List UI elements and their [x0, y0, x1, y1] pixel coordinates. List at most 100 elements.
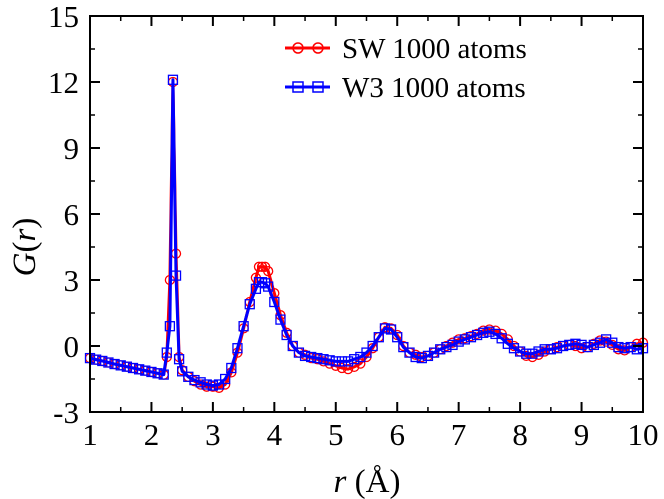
data-point-w3	[514, 346, 526, 357]
data-point-w3	[588, 339, 599, 351]
data-point-w3	[564, 339, 575, 351]
data-point-w3	[619, 343, 630, 354]
data-point-w3	[90, 354, 102, 365]
data-point-w3	[600, 334, 612, 345]
data-point-w3	[422, 350, 434, 362]
data-point-w3	[459, 334, 470, 345]
data-point-w3	[484, 326, 495, 337]
data-point-sw	[342, 363, 354, 375]
legend-entry-w3: W3 1000 atoms	[285, 72, 526, 104]
y-tick-label: 12	[48, 65, 79, 100]
data-point-sw	[349, 361, 360, 373]
y-axis-title-close: )	[7, 218, 43, 229]
data-point-w3	[170, 270, 182, 281]
data-point-w3	[410, 351, 421, 363]
data-point-w3	[238, 321, 249, 332]
data-point-w3	[207, 380, 219, 391]
data-point-w3	[140, 365, 151, 376]
data-point-w3	[134, 364, 145, 375]
data-point-w3	[361, 347, 372, 358]
data-point-w3	[330, 356, 341, 367]
data-point-w3	[435, 344, 446, 355]
data-point-w3	[152, 368, 163, 379]
data-point-w3	[453, 336, 464, 347]
data-point-w3	[342, 356, 354, 367]
data-point-w3	[557, 340, 569, 352]
x-tick-label: 10	[628, 417, 659, 452]
data-point-w3	[173, 354, 185, 365]
legend-marker-sw-right	[312, 42, 324, 54]
x-tick-label: 4	[267, 417, 283, 452]
y-tick-label: 6	[64, 197, 80, 232]
data-point-w3	[161, 347, 172, 358]
y-axis-title-r: r	[7, 229, 43, 242]
data-point-w3	[146, 366, 157, 378]
data-point-w3	[428, 347, 440, 358]
data-point-w3	[115, 360, 126, 371]
x-axis-title-variable: r	[334, 464, 347, 499]
data-point-sw	[253, 261, 265, 272]
data-point-w3	[521, 348, 532, 359]
data-point-w3	[551, 343, 563, 354]
data-point-w3	[631, 344, 643, 355]
data-point-w3	[127, 362, 139, 374]
x-tick-label: 5	[328, 417, 344, 452]
x-tick-label: 2	[144, 417, 160, 452]
y-tick-label: 9	[64, 131, 80, 166]
y-axis-title-open: (	[7, 242, 43, 253]
data-point-w3	[471, 329, 483, 341]
y-tick-label: 0	[64, 329, 80, 364]
y-tick-label: -3	[53, 395, 79, 430]
data-point-w3	[226, 362, 237, 374]
data-point-w3	[259, 278, 271, 289]
legend-label-sw: SW 1000 atoms	[342, 33, 527, 65]
data-point-w3	[447, 339, 458, 351]
data-point-w3	[496, 333, 507, 344]
data-point-w3	[508, 343, 520, 354]
x-tick-label: 6	[389, 417, 405, 452]
data-point-w3	[379, 323, 391, 334]
data-point-sw	[263, 266, 274, 277]
data-point-w3	[189, 374, 200, 386]
data-point-w3	[385, 324, 397, 335]
data-point-w3	[398, 341, 409, 353]
data-point-w3	[367, 340, 378, 352]
data-point-w3	[109, 358, 120, 370]
data-point-w3	[158, 369, 169, 380]
data-point-w3	[576, 339, 587, 351]
series-layer	[84, 74, 649, 393]
data-point-w3	[441, 341, 452, 353]
data-point-w3	[275, 314, 286, 325]
data-point-w3	[177, 366, 188, 377]
data-point-w3	[582, 341, 593, 353]
data-point-w3	[97, 355, 108, 367]
x-axis-title: r (Å)	[334, 463, 401, 499]
y-axis-title-g: G	[7, 252, 43, 276]
data-point-w3	[250, 283, 262, 294]
data-point-w3	[349, 354, 360, 365]
data-point-w3	[336, 356, 348, 367]
x-tick-label: 1	[82, 417, 98, 452]
legend-marker-w3-left	[292, 81, 304, 93]
data-point-w3	[263, 281, 274, 292]
data-point-w3	[318, 354, 329, 365]
data-point-w3	[299, 350, 311, 362]
data-point-w3	[527, 348, 538, 359]
data-point-w3	[416, 352, 427, 364]
data-point-w3	[121, 361, 133, 372]
x-tick-label: 3	[205, 417, 221, 452]
y-tick-label: 15	[48, 0, 79, 34]
legend: SW 1000 atoms W3 1000 atoms	[285, 33, 527, 104]
legend-marker-w3-right	[312, 81, 324, 93]
legend-marker-sw-left	[292, 42, 304, 54]
data-point-w3	[570, 338, 581, 349]
data-point-w3	[293, 347, 305, 358]
data-point-w3	[220, 373, 231, 385]
series-line-w3	[89, 78, 644, 388]
data-point-w3	[312, 352, 323, 364]
data-point-w3	[164, 321, 176, 332]
data-point-w3	[281, 329, 292, 341]
data-point-w3	[594, 337, 606, 348]
data-point-w3	[195, 377, 206, 388]
